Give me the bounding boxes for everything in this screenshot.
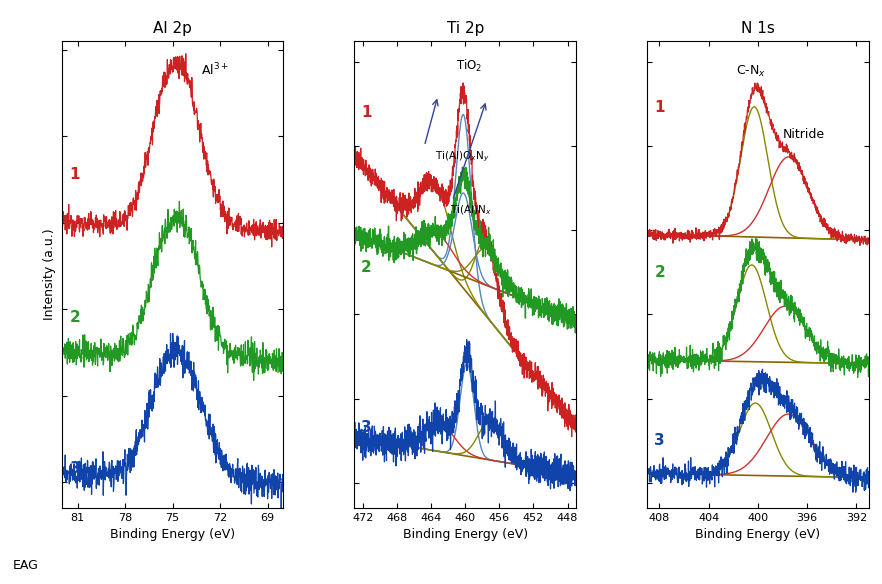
Text: 3: 3	[654, 433, 665, 448]
Text: Ti(Al)O$_x$N$_y$: Ti(Al)O$_x$N$_y$	[436, 149, 490, 164]
Title: Ti 2p: Ti 2p	[446, 20, 484, 36]
Text: Nitride: Nitride	[782, 128, 825, 141]
Title: Al 2p: Al 2p	[153, 20, 192, 36]
Text: TiO$_2$: TiO$_2$	[456, 58, 482, 74]
X-axis label: Binding Energy (eV): Binding Energy (eV)	[695, 529, 820, 541]
Text: Al$^{3+}$: Al$^{3+}$	[201, 62, 229, 78]
Text: 2: 2	[70, 310, 80, 325]
Text: 2: 2	[654, 265, 665, 280]
Text: C-N$_x$: C-N$_x$	[736, 64, 766, 79]
Text: 2: 2	[362, 260, 372, 276]
Y-axis label: Intensity (a.u.): Intensity (a.u.)	[43, 229, 56, 320]
Text: 1: 1	[70, 167, 80, 182]
Text: 3: 3	[362, 420, 372, 435]
X-axis label: Binding Energy (eV): Binding Energy (eV)	[403, 529, 527, 541]
Text: 1: 1	[654, 100, 665, 116]
Text: Ti(Al)N$_x$: Ti(Al)N$_x$	[450, 204, 491, 217]
Text: EAG: EAG	[13, 559, 39, 572]
Title: N 1s: N 1s	[741, 20, 775, 36]
Text: 3: 3	[70, 461, 80, 477]
Text: 1: 1	[362, 105, 371, 120]
X-axis label: Binding Energy (eV): Binding Energy (eV)	[110, 529, 235, 541]
